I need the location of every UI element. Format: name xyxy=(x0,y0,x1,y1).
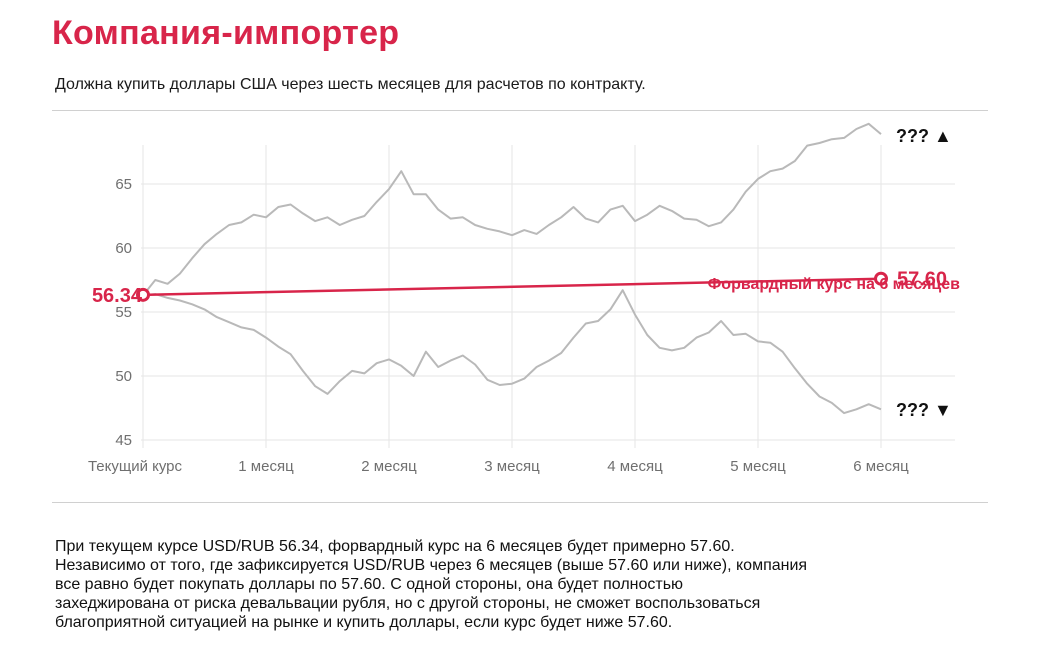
forward-rate-caption: Форвардный курс на 6 месяцев xyxy=(708,276,961,293)
x-tick-label: 3 месяц xyxy=(484,458,540,475)
explanation-text: При текущем курсе USD/RUB 56.34, форвард… xyxy=(55,538,808,631)
start-point-marker xyxy=(136,287,150,302)
downside-unknown-marker: ??? ▼ xyxy=(896,400,952,420)
y-tick-label: 45 xyxy=(115,432,132,449)
y-tick-label: 65 xyxy=(115,176,132,193)
end-point-marker xyxy=(874,271,888,286)
forward-rate-line xyxy=(142,277,882,297)
upper-path-series xyxy=(142,122,882,297)
top-divider xyxy=(52,110,988,111)
lower-path-series xyxy=(142,289,882,415)
x-tick-label: 2 месяц xyxy=(361,458,417,475)
series-layer xyxy=(142,122,882,415)
bottom-divider xyxy=(52,502,988,503)
upside-unknown-marker: ??? ▲ xyxy=(896,126,952,146)
grid-layer xyxy=(141,145,955,448)
x-tick-label: 4 месяц xyxy=(607,458,663,475)
y-tick-label: 55 xyxy=(115,304,132,321)
forward-rate-chart: 45 50 55 60 65 Текущий курс 1 месяц 2 месяц 3 ме… xyxy=(88,122,960,475)
labels-layer: 45 50 55 60 65 Текущий курс 1 месяц 2 месяц 3 ме… xyxy=(88,126,960,475)
x-tick-label: Текущий курс xyxy=(88,458,183,475)
start-rate-label: 56.34 xyxy=(92,285,143,307)
x-tick-label: 1 месяц xyxy=(238,458,294,475)
y-tick-label: 60 xyxy=(115,240,132,257)
page-title: Компания-импортер xyxy=(52,14,400,52)
x-tick-label: 6 месяц xyxy=(853,458,909,475)
x-tick-label: 5 месяц xyxy=(730,458,786,475)
end-rate-label: 57.60 xyxy=(897,269,947,291)
y-tick-label: 50 xyxy=(115,368,132,385)
page-subtitle: Должна купить доллары США через шесть ме… xyxy=(55,76,646,93)
forward-layer xyxy=(136,271,888,302)
